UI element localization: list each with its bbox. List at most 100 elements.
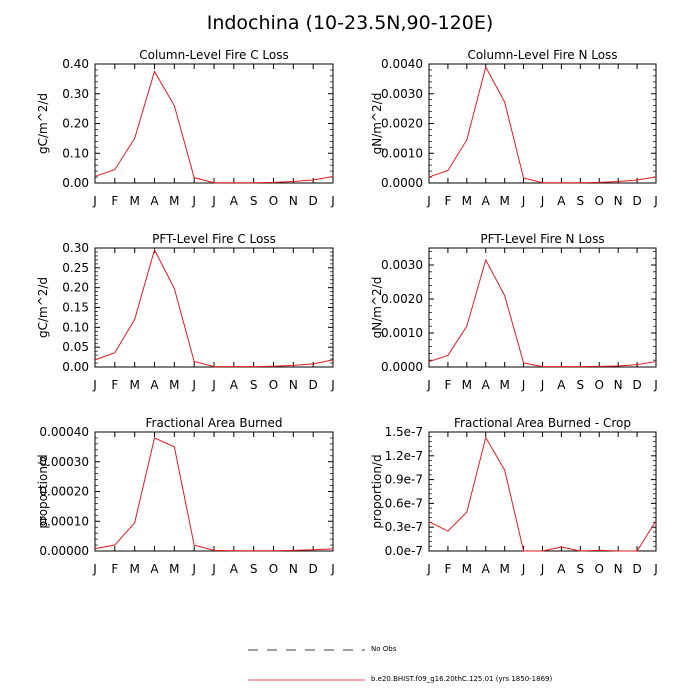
- y-tick-label: 0.00: [62, 176, 89, 190]
- y-tick-label: 0.6e-7: [385, 496, 423, 510]
- y-tick-label: 0.00020: [39, 485, 89, 499]
- x-tick-label: J: [330, 194, 335, 208]
- x-tick-label: S: [250, 378, 258, 392]
- x-tick-label: F: [444, 378, 451, 392]
- x-tick-label: O: [269, 562, 278, 576]
- x-tick-label: F: [111, 378, 118, 392]
- y-tick-label: 0.0010: [381, 146, 423, 160]
- x-tick-label: S: [577, 562, 585, 576]
- y-tick-label: 0.40: [62, 57, 89, 71]
- x-tick-label: J: [653, 194, 658, 208]
- y-tick-label: 0.0030: [381, 87, 423, 101]
- x-tick-label: F: [444, 194, 451, 208]
- y-tick-label: 0.15: [62, 301, 89, 315]
- x-tick-label: A: [557, 194, 566, 208]
- x-tick-label: O: [269, 378, 278, 392]
- y-tick-label: 0.0040: [381, 57, 423, 71]
- x-tick-label: J: [426, 562, 431, 576]
- y-tick-label: 0.0020: [381, 117, 423, 131]
- x-tick-label: D: [632, 562, 641, 576]
- panel-title: PFT-Level Fire N Loss: [480, 232, 604, 246]
- x-tick-label: A: [150, 562, 159, 576]
- x-tick-label: N: [614, 378, 623, 392]
- x-tick-label: S: [250, 562, 258, 576]
- x-tick-label: O: [595, 194, 604, 208]
- x-tick-label: F: [111, 194, 118, 208]
- x-tick-label: J: [330, 378, 335, 392]
- x-tick-label: F: [444, 562, 451, 576]
- panel-title: Column-Level Fire C Loss: [139, 48, 289, 62]
- x-tick-label: O: [269, 194, 278, 208]
- x-tick-label: D: [309, 194, 318, 208]
- y-tick-label: 0.30: [62, 87, 89, 101]
- y-tick-label: 0.10: [62, 146, 89, 160]
- x-tick-label: M: [169, 194, 179, 208]
- x-tick-label: A: [230, 562, 239, 576]
- x-tick-label: M: [499, 194, 509, 208]
- x-tick-label: M: [499, 562, 509, 576]
- x-tick-label: J: [426, 194, 431, 208]
- y-axis-label: gC/m^2/d: [36, 93, 50, 154]
- page-title: Indochina (10-23.5N,90-120E): [206, 12, 494, 34]
- x-tick-label: A: [482, 378, 491, 392]
- y-tick-label: 0.00: [62, 360, 89, 374]
- y-tick-label: 0.0020: [381, 292, 423, 306]
- x-tick-label: S: [577, 378, 585, 392]
- y-tick-label: 0.0030: [381, 258, 423, 272]
- x-tick-label: S: [577, 194, 585, 208]
- y-tick-label: 0.25: [62, 261, 89, 275]
- x-tick-label: N: [289, 194, 298, 208]
- x-tick-label: S: [250, 194, 258, 208]
- y-tick-label: 0.00010: [39, 514, 89, 528]
- x-tick-label: D: [632, 378, 641, 392]
- y-tick-label: 0.0010: [381, 326, 423, 340]
- x-tick-label: J: [426, 378, 431, 392]
- x-tick-label: A: [482, 194, 491, 208]
- x-tick-label: N: [614, 562, 623, 576]
- panel-title: Fractional Area Burned: [146, 416, 283, 430]
- y-axis-label: proportion/d: [36, 454, 50, 528]
- x-tick-label: J: [521, 378, 526, 392]
- x-tick-label: A: [150, 378, 159, 392]
- x-tick-label: F: [111, 562, 118, 576]
- x-tick-label: N: [289, 378, 298, 392]
- y-tick-label: 0.00030: [39, 455, 89, 469]
- x-tick-label: J: [92, 562, 97, 576]
- y-axis-label: gN/m^2/d: [370, 93, 384, 155]
- x-tick-label: A: [557, 378, 566, 392]
- x-tick-label: J: [191, 562, 196, 576]
- y-tick-label: 0.0000: [381, 176, 423, 190]
- x-tick-label: D: [309, 562, 318, 576]
- x-tick-label: J: [330, 562, 335, 576]
- x-tick-label: A: [150, 194, 159, 208]
- x-tick-label: D: [309, 378, 318, 392]
- x-tick-label: M: [462, 562, 472, 576]
- y-tick-label: 0.9e-7: [385, 473, 423, 487]
- x-tick-label: J: [653, 378, 658, 392]
- x-tick-label: M: [462, 378, 472, 392]
- x-tick-label: D: [632, 194, 641, 208]
- y-tick-label: 0.0000: [381, 360, 423, 374]
- x-tick-label: M: [462, 194, 472, 208]
- x-tick-label: O: [595, 562, 604, 576]
- y-axis-label: gN/m^2/d: [370, 277, 384, 339]
- y-tick-label: 0.3e-7: [385, 520, 423, 534]
- x-tick-label: J: [211, 194, 216, 208]
- x-tick-label: J: [521, 194, 526, 208]
- x-tick-label: N: [289, 562, 298, 576]
- x-tick-label: N: [614, 194, 623, 208]
- x-tick-label: A: [482, 562, 491, 576]
- x-tick-label: A: [557, 562, 566, 576]
- panel-title: Fractional Area Burned - Crop: [454, 416, 631, 430]
- y-tick-label: 0.20: [62, 117, 89, 131]
- x-tick-label: J: [540, 378, 545, 392]
- x-tick-label: M: [169, 562, 179, 576]
- y-tick-label: 1.2e-7: [385, 449, 423, 463]
- y-tick-label: 0.30: [62, 241, 89, 255]
